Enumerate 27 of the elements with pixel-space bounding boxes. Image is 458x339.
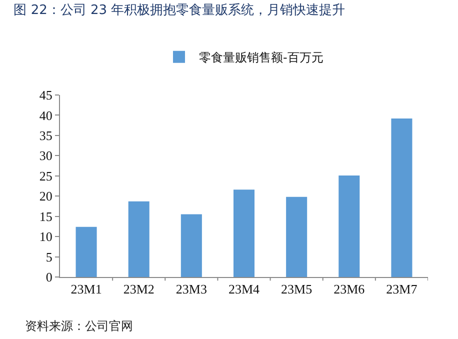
y-tick-label: 30 [39,148,52,164]
x-tick-label: 23M2 [123,282,154,297]
x-tick-label: 23M7 [386,282,418,297]
x-tick-label: 23M3 [176,282,207,297]
bar [76,226,97,277]
bar [233,190,255,277]
y-tick-label: 35 [39,128,52,143]
y-tick-label: 25 [39,168,52,184]
x-tick-label: 23M1 [70,282,102,297]
y-tick-label: 10 [39,229,52,244]
y-tick-label: 0 [46,270,52,285]
y-tick-label: 45 [39,88,52,103]
x-tick-label: 23M5 [281,282,312,297]
bar [338,175,360,277]
bar [391,118,412,277]
x-tick-label: 23M4 [228,282,260,297]
bar [128,201,150,277]
chart-title: 图 22：公司 23 年积极拥抱零食量贩系统，月销快速提升 [14,3,346,18]
y-tick-label: 40 [39,108,52,123]
bar [180,214,202,277]
bar [286,196,308,277]
y-tick-label: 20 [39,188,52,204]
y-tick-label: 15 [39,208,52,224]
legend-label: 零食量贩销售额-百万元 [199,50,324,65]
y-tick-label: 5 [46,249,52,264]
text: 资料来源：公司官网 [25,319,133,333]
x-tick-label: 23M6 [334,282,366,297]
